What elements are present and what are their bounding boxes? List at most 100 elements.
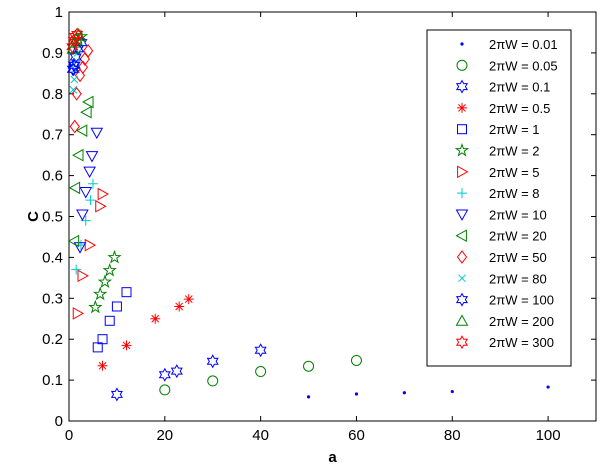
data-point [83,166,96,179]
data-point [170,364,183,379]
data-point [455,335,469,350]
data-point [72,148,84,162]
x-tick-label: 80 [444,427,461,444]
legend-entry-label: 2πW = 5 [489,165,540,180]
data-point [95,199,107,213]
data-point [102,262,117,277]
data-point [455,292,469,307]
legend-entry-label: 2πW = 20 [489,229,547,244]
data-point [457,188,467,199]
legend-box [426,29,572,367]
data-point [71,86,82,101]
data-point [66,42,80,54]
data-point [87,178,98,189]
data-point [546,385,550,389]
data-point [159,384,171,396]
data-point [80,105,92,119]
data-point [183,294,194,305]
data-point [455,209,469,221]
data-point [79,187,93,199]
data-point [83,44,94,58]
data-point [69,29,82,44]
data-point [97,274,113,289]
data-point [92,286,108,301]
y-tick-label: 0 [55,413,63,430]
legend-entry-label: 2πW = 0.01 [489,37,558,52]
legend-entry-label: 2πW = 10 [489,207,547,222]
data-point [69,119,80,134]
data-point [72,307,85,320]
data-point [85,195,96,206]
data-point [97,187,110,201]
data-point [402,391,406,395]
legend: 2πW = 0.01 2πW = 0.05 2πW = 0.1 2πW = 0.5 2π… [426,29,572,367]
data-point [107,249,122,264]
data-point [110,387,124,402]
x-axis-label: a [328,449,337,466]
legend-entry-label: 2πW = 0.5 [489,101,550,116]
x-tick-label: 60 [348,427,365,444]
data-point [97,360,108,371]
y-tick-label: 0.3 [42,290,63,307]
data-point [174,301,185,312]
data-point [354,392,359,396]
data-point [254,343,267,358]
data-point [71,264,82,275]
data-point [455,314,469,326]
data-point [111,301,122,312]
legend-entry-label: 2πW = 8 [489,186,540,201]
legend-entry-label: 2πW = 50 [489,250,547,265]
legend-entry-label: 2πW = 0.05 [489,58,558,73]
data-point [73,242,87,254]
data-point [67,58,80,73]
data-point [458,274,466,283]
data-point [69,49,82,65]
data-point [92,342,103,353]
data-point [255,366,267,378]
data-point [454,142,470,157]
legend-entry-label: 2πW = 1 [489,122,540,137]
legend-entry-label: 2πW = 80 [489,271,547,286]
data-point [455,79,469,94]
data-point [150,313,161,324]
data-point [84,238,97,252]
data-point [455,229,467,243]
data-point [90,127,104,140]
data-point [350,354,362,366]
data-point [85,151,99,163]
data-point [121,340,132,351]
data-point [97,334,108,345]
data-point [457,102,467,113]
data-point [450,389,454,394]
legend-entry-label: 2πW = 100 [489,293,554,308]
legend-entry-label: 2πW = 200 [489,314,554,329]
data-point [121,287,132,298]
data-point [77,269,89,283]
data-point [69,85,78,94]
data-point [306,395,311,399]
data-point [457,124,467,135]
y-tick-label: 0.5 [42,209,63,226]
y-tick-label: 0.7 [42,127,63,144]
data-point [76,209,89,221]
data-point [104,315,115,326]
data-point [158,367,171,382]
y-tick-label: 0.8 [42,86,63,103]
data-point [457,165,469,179]
y-axis-label: C [25,211,42,222]
y-tick-label: 0.9 [42,45,63,62]
data-point [303,360,315,372]
data-point [460,42,464,46]
data-points [66,27,550,402]
y-tick-label: 0.4 [42,249,63,266]
data-point [75,124,88,137]
y-tick-label: 0.1 [42,372,63,389]
legend-entry-label: 2πW = 2 [489,144,540,159]
data-point [82,95,94,109]
legend-entry-label: 2πW = 0.1 [489,80,550,95]
x-tick-label: 0 [65,427,73,444]
y-tick-label: 1 [55,4,63,21]
data-point [206,354,219,369]
x-tick-label: 100 [536,427,561,444]
legend-entry-label: 2πW = 300 [489,335,554,350]
